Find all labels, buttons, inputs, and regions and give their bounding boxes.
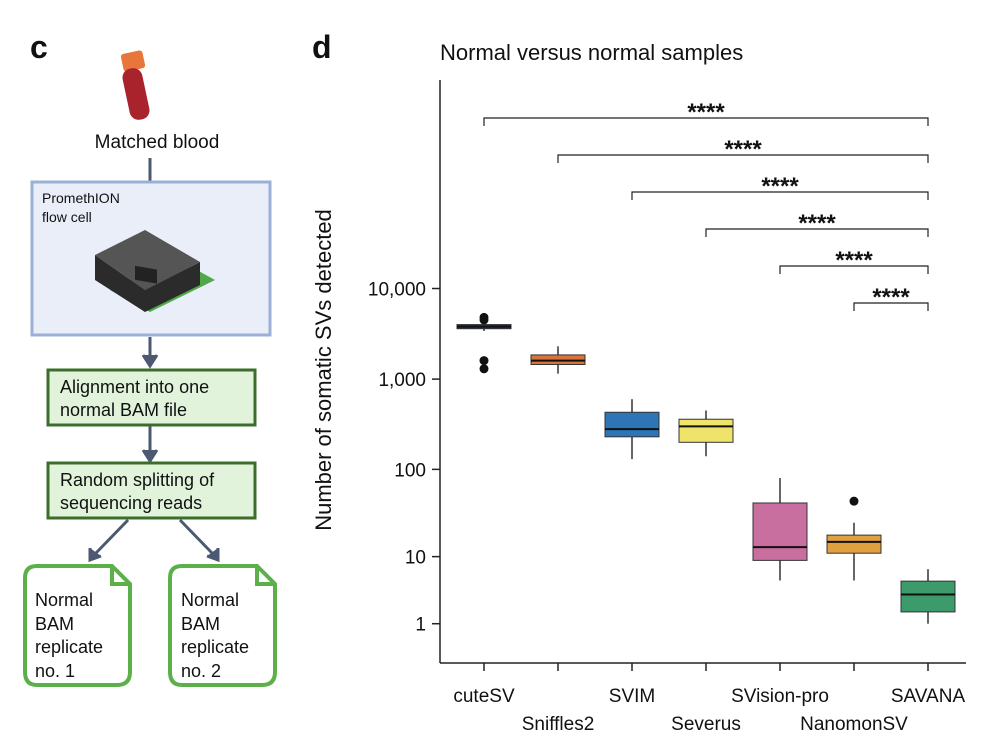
y-tick-label: 1,000 (378, 370, 426, 391)
significance-bracket (779, 265, 929, 274)
significance-label: **** (687, 99, 725, 126)
significance-bracket (853, 302, 929, 311)
y-tick-label: 10,000 (368, 280, 426, 301)
panel-label: c (30, 29, 48, 65)
chart-title: Normal versus normal samples (440, 40, 743, 65)
significance-label: **** (761, 173, 799, 200)
y-tick-label: 100 (394, 460, 426, 481)
alignment-label: normal BAM file (60, 400, 187, 420)
outlier (479, 315, 489, 325)
x-tick-label: Sniffles2 (522, 714, 595, 735)
y-tick-label: 10 (405, 548, 426, 569)
replicate-label: no. 1 (35, 661, 75, 681)
alignment-label: Alignment into one (60, 377, 209, 397)
outlier (479, 364, 489, 374)
flow-cell-device (95, 230, 215, 312)
x-tick-label: SVision-pro (731, 686, 829, 707)
significance-bracket (557, 154, 929, 163)
outlier (849, 496, 859, 506)
splitting-label: Random splitting of (60, 470, 215, 490)
replicate-label: replicate (35, 637, 103, 657)
y-axis-label: Number of somatic SVs detected (311, 209, 336, 531)
replicate-label: BAM (35, 614, 74, 634)
replicate-label: replicate (181, 637, 249, 657)
replicate-doc (23, 564, 132, 687)
splitting-box (46, 461, 257, 520)
x-tick-label: cuteSV (453, 686, 515, 707)
significance-label: **** (835, 247, 873, 274)
significance-bracket (631, 191, 929, 200)
replicate-label: BAM (181, 614, 220, 634)
replicate-label: Normal (35, 590, 93, 610)
significance-bracket (483, 117, 929, 126)
replicate-label: Normal (181, 590, 239, 610)
significance-label: **** (872, 284, 910, 311)
box (900, 580, 956, 613)
box (678, 418, 734, 443)
blood-tube (120, 50, 150, 120)
replicate-doc (168, 564, 277, 687)
significance-label: **** (798, 210, 836, 237)
significance-bracket (705, 228, 929, 237)
y-tick-label: 1 (415, 615, 426, 636)
x-tick-label: Severus (671, 714, 741, 735)
blood-label: Matched blood (95, 132, 220, 153)
replicate-label: no. 2 (181, 661, 221, 681)
alignment-box (46, 368, 257, 427)
panel-label: d (312, 29, 332, 65)
splitting-label: sequencing reads (60, 493, 202, 513)
box (752, 502, 808, 561)
outlier (479, 356, 489, 366)
x-tick-label: SAVANA (891, 686, 966, 707)
x-tick-label: NanomonSV (800, 714, 908, 735)
flow-cell-label: flow cell (42, 209, 92, 225)
flow-cell-label: PromethION (42, 190, 120, 206)
box (604, 411, 660, 438)
box (826, 534, 882, 554)
x-tick-label: SVIM (609, 686, 655, 707)
significance-label: **** (724, 136, 762, 163)
